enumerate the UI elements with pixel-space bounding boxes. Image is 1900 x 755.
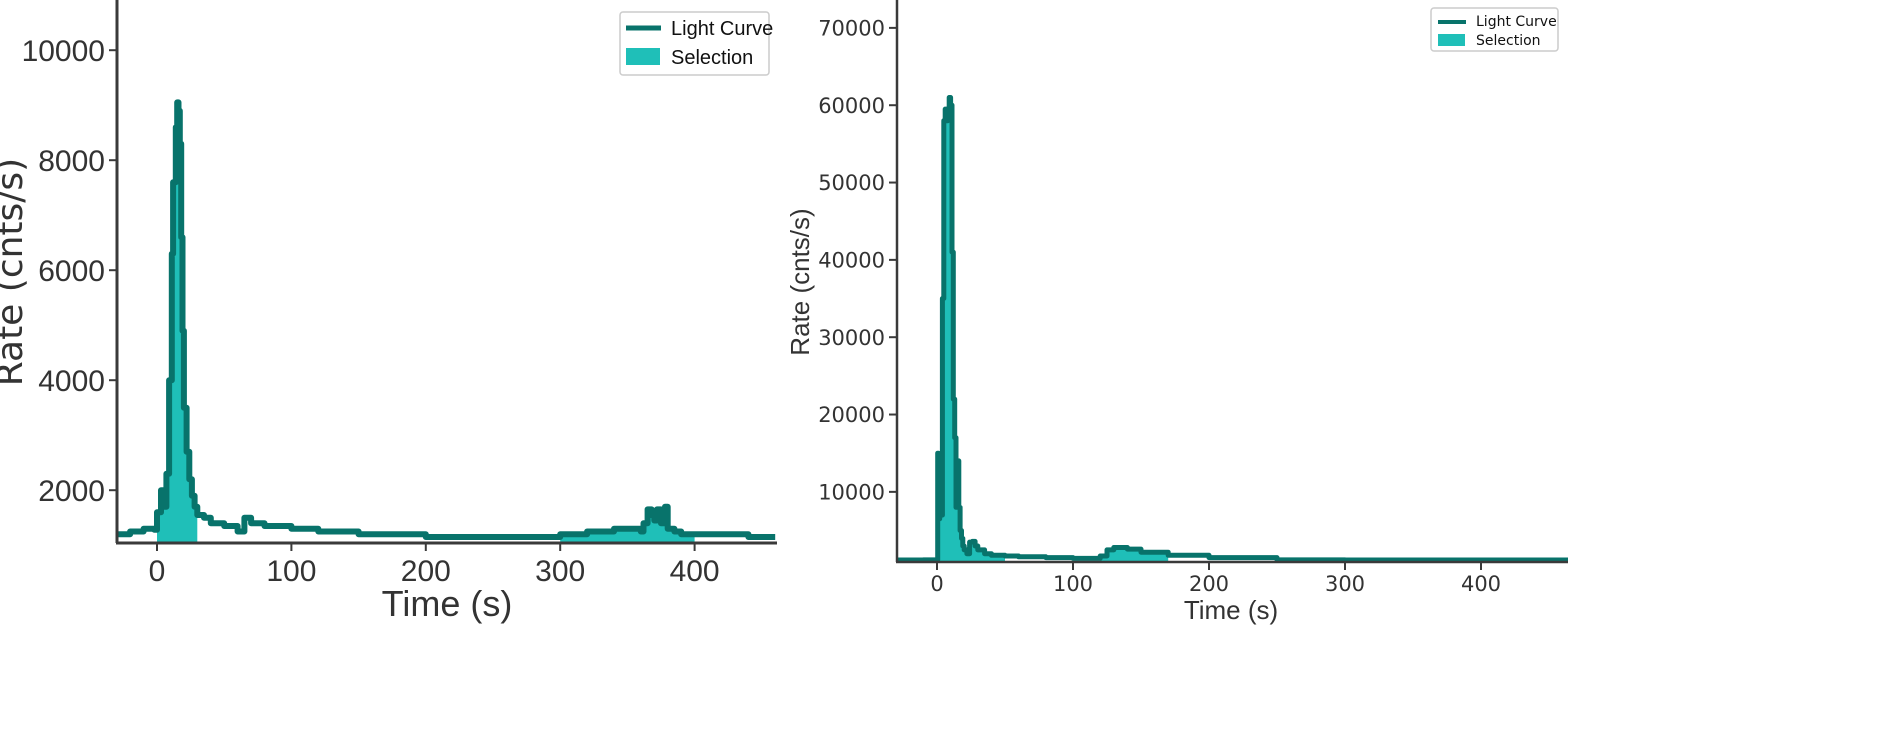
legend-label-light-curve-right: Light Curve [1476, 14, 1557, 30]
svg-text:20000: 20000 [818, 403, 885, 427]
svg-text:6000: 6000 [38, 255, 105, 288]
x-ticks-left: 0 100 200 300 400 [149, 543, 720, 588]
svg-text:40000: 40000 [818, 248, 885, 272]
svg-text:300: 300 [1325, 572, 1365, 596]
legend-left: Light Curve Selection [619, 11, 773, 76]
legend-fill-swatch-left [626, 48, 660, 65]
svg-text:100: 100 [266, 555, 316, 588]
selection-fill-right [937, 97, 1169, 562]
svg-text:10000: 10000 [818, 480, 885, 504]
svg-text:100: 100 [1053, 572, 1093, 596]
legend-label-selection-left: Selection [671, 47, 753, 69]
svg-text:60000: 60000 [818, 94, 885, 118]
left-plot: 2000 4000 6000 8000 10000 0 100 200 300 400 Time… [0, 0, 777, 624]
svg-text:4000: 4000 [38, 365, 105, 398]
svg-text:0: 0 [149, 555, 166, 588]
svg-text:200: 200 [1189, 572, 1229, 596]
y-ticks-left: 2000 4000 6000 8000 10000 [22, 35, 117, 508]
svg-text:30000: 30000 [818, 326, 885, 350]
right-plot: 10000 20000 30000 40000 50000 60000 70000 0 100… [785, 0, 1568, 625]
x-axis-label-right: Time (s) [1184, 595, 1278, 625]
svg-text:200: 200 [401, 555, 451, 588]
selection-fill-left [157, 102, 695, 544]
svg-text:400: 400 [670, 555, 720, 588]
light-curve-right [897, 95, 1568, 563]
light-curve-left [116, 99, 776, 540]
legend-label-selection-right: Selection [1476, 33, 1541, 49]
y-axis-label-left: Rate (cnts/s) [0, 158, 31, 386]
svg-text:400: 400 [1461, 572, 1501, 596]
y-ticks-right: 10000 20000 30000 40000 50000 60000 70000 [818, 16, 897, 504]
y-axis-label-right: Rate (cnts/s) [785, 208, 815, 355]
legend-fill-swatch-right [1438, 34, 1465, 46]
svg-text:70000: 70000 [818, 16, 885, 40]
svg-text:300: 300 [535, 555, 585, 588]
svg-text:0: 0 [930, 572, 943, 596]
x-axis-label-left: Time (s) [382, 583, 513, 624]
svg-text:50000: 50000 [818, 171, 885, 195]
legend-right: Light Curve Selection [1430, 7, 1559, 52]
svg-text:10000: 10000 [22, 35, 105, 68]
svg-text:2000: 2000 [38, 475, 105, 508]
x-ticks-right: 0 100 200 300 400 [930, 562, 1501, 596]
legend-label-light-curve-left: Light Curve [671, 18, 773, 40]
svg-text:8000: 8000 [38, 145, 105, 178]
